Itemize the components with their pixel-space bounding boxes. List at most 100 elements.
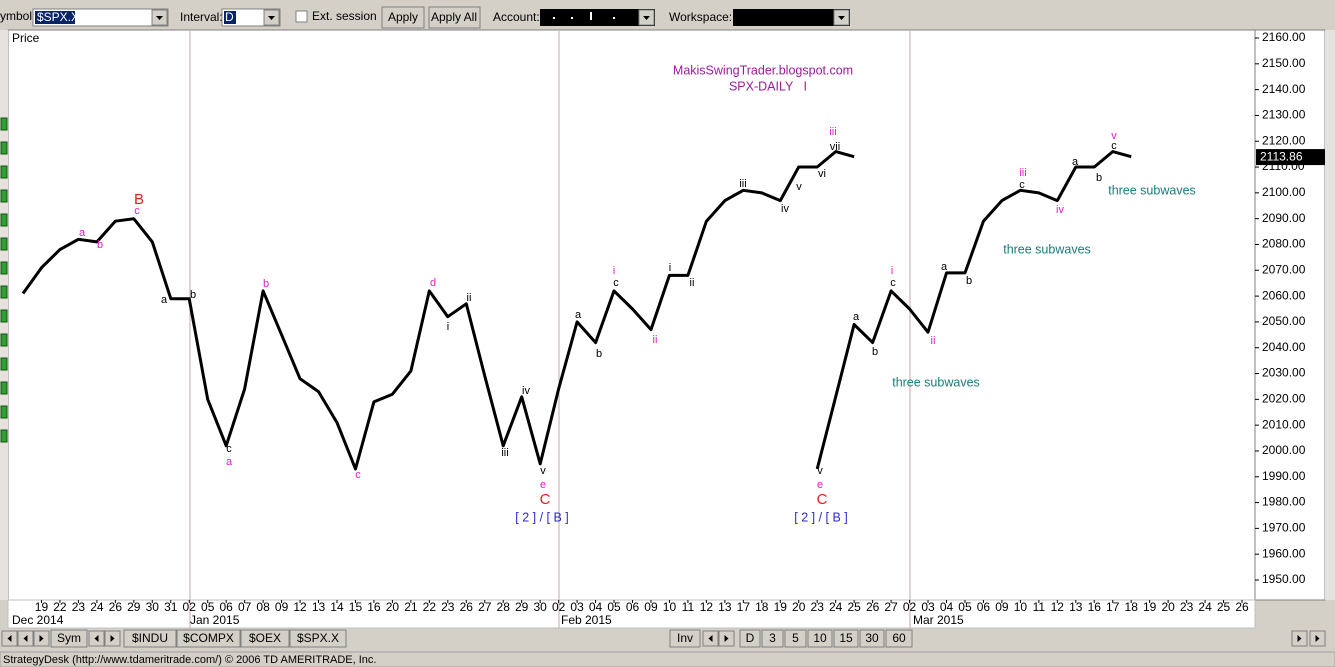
y-tick-label: 2130.00 <box>1262 108 1306 122</box>
wave-annotation: c <box>1111 140 1117 152</box>
wave-annotation: c <box>1019 179 1025 191</box>
tool-icon[interactable] <box>0 381 8 395</box>
date-axis <box>7 599 1256 629</box>
symbol-label: ymbol: <box>0 9 35 23</box>
interval-tab[interactable] <box>885 629 913 648</box>
apply-label: Apply <box>388 10 418 24</box>
x-tick-label: 05 <box>201 600 215 614</box>
scroll-arrow <box>39 635 44 642</box>
inv-button[interactable] <box>669 629 701 648</box>
x-tick-label: 04 <box>940 600 954 614</box>
x-tick-label: 21 <box>404 600 418 614</box>
tool-icon[interactable] <box>0 189 8 203</box>
x-tick-label: 23 <box>811 600 825 614</box>
symbol-tab[interactable] <box>289 629 347 648</box>
price-line <box>21 150 855 471</box>
interval-tab[interactable] <box>859 629 885 648</box>
tool-icon[interactable] <box>0 213 8 227</box>
x-tick-label: 29 <box>127 600 141 614</box>
wave-annotation: a <box>161 294 168 306</box>
account-select[interactable] <box>540 9 655 26</box>
month-label: Feb 2015 <box>561 613 612 627</box>
scroll-arrow <box>724 635 729 642</box>
y-tick-label: 2070.00 <box>1262 262 1306 276</box>
tool-icon[interactable] <box>0 429 8 443</box>
x-tick-label: 26 <box>460 600 474 614</box>
x-tick-label: 02 <box>552 600 566 614</box>
ext-session-label: Ext. session <box>312 9 377 23</box>
ext-session-checkbox[interactable] <box>295 10 308 23</box>
y-tick-label: 1980.00 <box>1262 495 1306 509</box>
dropdown-arrow <box>643 16 650 20</box>
x-tick-label: 27 <box>478 600 492 614</box>
wave-annotation: e <box>540 479 546 491</box>
wave-annotation: ii <box>931 335 936 347</box>
x-tick-label: 05 <box>958 600 972 614</box>
x-tick-label: 23 <box>72 600 86 614</box>
y-tick-label: 2040.00 <box>1262 340 1306 354</box>
interval-tab[interactable] <box>739 629 761 648</box>
wave-annotation: c <box>890 277 896 289</box>
wave-annotation: b <box>872 346 878 358</box>
interval-tab-label: 30 <box>865 631 879 645</box>
interval-label: Interval: <box>180 10 223 24</box>
wave-annotation: vii <box>830 141 840 153</box>
x-tick-label: 08 <box>256 600 270 614</box>
x-tick-label: 13 <box>718 600 732 614</box>
x-tick-label: 30 <box>533 600 547 614</box>
symbol-tab[interactable] <box>123 629 177 648</box>
tool-icon[interactable] <box>0 141 8 155</box>
x-tick-label: 28 <box>497 600 511 614</box>
tool-icon[interactable] <box>0 333 8 347</box>
x-tick-label: 06 <box>219 600 233 614</box>
tool-icon[interactable] <box>0 117 8 131</box>
interval-tab[interactable] <box>807 629 833 648</box>
tool-icon[interactable] <box>0 165 8 179</box>
apply-all-button[interactable] <box>428 6 481 29</box>
apply-button[interactable] <box>381 6 425 29</box>
interval-tab[interactable] <box>761 629 784 648</box>
wave-annotation: d <box>430 277 436 289</box>
x-tick-label: 31 <box>164 600 178 614</box>
sym-button[interactable] <box>50 629 88 648</box>
x-tick-label: 20 <box>386 600 400 614</box>
tool-icon[interactable] <box>0 261 8 275</box>
x-tick-label: 27 <box>884 600 898 614</box>
y-tick-label: 2090.00 <box>1262 211 1306 225</box>
wave-annotation: a <box>79 227 86 239</box>
tool-icon[interactable] <box>0 285 8 299</box>
tool-icon[interactable] <box>0 357 8 371</box>
tool-icon[interactable] <box>0 309 8 323</box>
dropdown-arrow <box>156 16 163 20</box>
interval-tab-label: 60 <box>892 631 906 645</box>
status-bar <box>0 651 1335 667</box>
workspace-select[interactable] <box>733 9 850 26</box>
x-tick-label: 22 <box>423 600 437 614</box>
x-tick-label: 03 <box>570 600 584 614</box>
interval-tab[interactable] <box>833 629 859 648</box>
y-tick-label: 2120.00 <box>1262 133 1306 147</box>
x-tick-label: 19 <box>1143 600 1157 614</box>
symbol-tab[interactable] <box>240 629 290 648</box>
wave-annotation: i <box>447 321 449 333</box>
apply-all-label: Apply All <box>431 10 477 24</box>
y-tick-label: 2150.00 <box>1262 56 1306 70</box>
interval-tab[interactable] <box>784 629 807 648</box>
wave-annotation: iii <box>739 178 746 190</box>
month-label: Dec 2014 <box>12 613 64 627</box>
symbol-tab[interactable] <box>176 629 241 648</box>
tool-icon[interactable] <box>0 405 8 419</box>
wave-annotation: a <box>853 311 860 323</box>
tool-icon[interactable] <box>0 237 8 251</box>
interval-tab-label: 3 <box>769 631 776 645</box>
x-tick-label: 06 <box>977 600 991 614</box>
wave-annotation: ii <box>467 292 472 304</box>
x-tick-label: 23 <box>1180 600 1194 614</box>
x-tick-label: 11 <box>682 600 695 614</box>
x-tick-label: 02 <box>183 600 197 614</box>
scroll-arrow <box>110 635 115 642</box>
wave-annotation: [ 2 ] / [ B ] <box>794 510 848 524</box>
y-tick-label: 2020.00 <box>1262 392 1306 406</box>
